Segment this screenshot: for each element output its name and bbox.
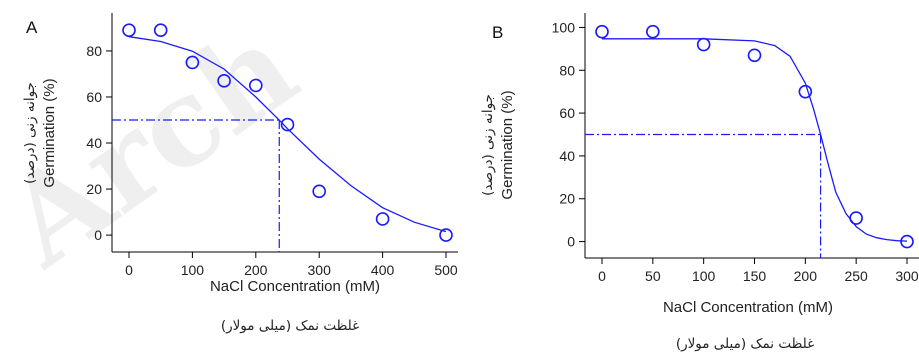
x-axis-title: NaCl Concentration (mM) — [663, 299, 833, 316]
x-tick-label: 150 — [743, 268, 767, 284]
x-axis-title: NaCl Concentration (mM) — [210, 278, 380, 295]
y-axis-title-persian: جوانه زنی (درصد) — [480, 94, 496, 196]
panel-letter: A — [26, 18, 38, 37]
x-tick-label: 300 — [895, 268, 919, 284]
y-tick-label: 20 — [559, 191, 575, 207]
x-tick-label: 100 — [692, 268, 716, 284]
y-axis-title-persian: جوانه زنی (درصد) — [22, 82, 38, 184]
y-tick-label: 80 — [559, 62, 575, 78]
data-point — [122, 23, 136, 38]
y-tick-label: 60 — [559, 105, 575, 121]
x-tick-label: 300 — [308, 262, 332, 278]
data-point — [280, 117, 295, 132]
data-point — [375, 212, 390, 226]
y-tick-label: 20 — [86, 181, 102, 197]
data-point — [849, 211, 863, 225]
panel-letter: B — [492, 23, 503, 42]
fit-curve — [602, 38, 908, 242]
data-point — [312, 184, 327, 199]
data-point — [249, 78, 263, 93]
data-point — [798, 84, 813, 99]
y-axis-title: Germination (%) — [499, 90, 516, 199]
data-point — [595, 24, 609, 39]
y-axis-title: Germination (%) — [41, 78, 58, 187]
x-axis-title-persian: غلظت نمک (میلی مولار) — [221, 318, 359, 334]
data-point — [439, 228, 453, 242]
y-tick-label: 40 — [559, 148, 575, 164]
x-tick-label: 200 — [244, 262, 268, 278]
y-tick-label: 60 — [86, 89, 102, 105]
x-tick-label: 200 — [794, 268, 818, 284]
data-point — [153, 23, 168, 38]
x-tick-label: 100 — [181, 262, 205, 278]
x-tick-label: 250 — [844, 268, 868, 284]
fit-curve — [128, 36, 447, 233]
y-tick-label: 80 — [86, 43, 102, 59]
y-tick-label: 40 — [86, 135, 102, 151]
x-tick-label: 50 — [645, 268, 661, 284]
x-tick-label: 400 — [371, 262, 395, 278]
y-tick-label: 100 — [552, 19, 576, 35]
data-point — [217, 74, 231, 88]
data-point — [747, 48, 762, 63]
data-point — [900, 234, 914, 249]
x-tick-label: 0 — [598, 268, 606, 284]
y-tick-label: 0 — [94, 227, 102, 243]
y-tick-label: 0 — [567, 234, 575, 250]
data-point — [185, 55, 200, 70]
x-tick-label: 500 — [434, 262, 458, 278]
panel-b-chart: 0 20 40 60 80 100 0 50 100 150 200 250 300 B NaCl Conc… — [480, 13, 919, 352]
data-point — [646, 24, 660, 39]
panel-a-chart: 0 20 40 60 80 0 100 200 300 400 500 A NaCl Concentra… — [22, 13, 458, 334]
x-axis-title-persian: غلظت نمک (میلی مولار) — [676, 336, 814, 352]
x-tick-label: 0 — [125, 262, 133, 278]
data-point — [696, 37, 711, 52]
